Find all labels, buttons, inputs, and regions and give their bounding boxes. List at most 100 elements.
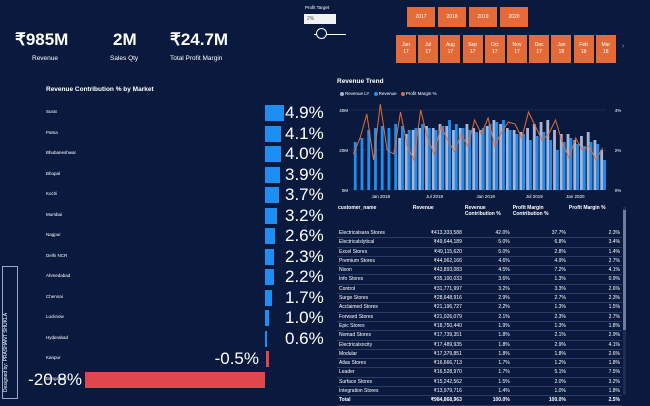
revenue-bar — [475, 132, 478, 190]
table-row[interactable]: Modular ₹17,379,851 1.8% 1.8% 2.6% — [337, 349, 622, 360]
market-bar[interactable] — [265, 310, 269, 326]
market-row[interactable]: Bhopal 3.9% — [0, 165, 335, 185]
table-cell: ₹21,026,079 — [411, 312, 464, 322]
market-bar[interactable] — [265, 166, 281, 183]
market-row[interactable]: Lucknow 1.0% — [0, 308, 335, 328]
table-row[interactable]: Electricalsocity ₹17,489,935 1.8% 2.9% 4.1% — [337, 340, 622, 350]
market-bar[interactable] — [265, 289, 272, 306]
col-customer-name[interactable]: customer_name — [338, 205, 377, 211]
market-bar[interactable] — [266, 351, 269, 367]
month-year-label: 17 — [492, 49, 498, 55]
profit-target-input[interactable]: 2% — [304, 14, 336, 24]
year-button-2019[interactable]: 2019 — [469, 7, 497, 27]
month-button[interactable]: Dec 17 — [529, 35, 550, 63]
month-button[interactable]: Jun 17 — [396, 35, 416, 63]
revenue-bar — [522, 134, 526, 190]
revenue-bar — [434, 130, 438, 190]
market-row[interactable]: Surat 4.9% — [0, 103, 335, 123]
table-cell: 1.7% — [463, 367, 512, 378]
table-row[interactable]: Integration Stores ₹13,979,716 1.4% 1.0% 1.8… — [337, 386, 622, 397]
month-label: Oct — [490, 42, 499, 48]
market-row[interactable]: Nagpur 2.6% — [0, 226, 335, 246]
market-value-label: 1.7% — [285, 287, 324, 307]
market-bar[interactable] — [265, 187, 280, 203]
table-cell: ₹15,242,562 — [411, 377, 464, 388]
revenue-ly-bar — [411, 130, 415, 190]
market-name: Lucknow — [46, 314, 64, 319]
table-cell: Surface Stores — [337, 377, 412, 388]
y-tick-label: 40M — [339, 108, 348, 113]
table-row[interactable]: Acclaimed Stores ₹21,196,727 2.2% 1.3% 1.5% — [337, 302, 622, 313]
table-row[interactable]: Excel Stores ₹49,115,620 5.0% 2.8% 1.4% — [337, 247, 622, 257]
table-row[interactable]: Forward Stores ₹21,026,079 2.1% 2.3% 2.7% — [337, 312, 622, 322]
table-cell: 6.8% — [511, 237, 568, 248]
chevron-right-icon[interactable]: › — [622, 43, 625, 50]
table-row[interactable]: Info Stores ₹35,100,033 3.6% 1.3% 0.9% — [337, 274, 622, 285]
market-bar[interactable] — [265, 269, 274, 285]
month-button[interactable]: Jul 17 — [418, 35, 439, 63]
profit-target-slider-track[interactable] — [314, 34, 346, 35]
market-row[interactable]: Hyderabad 0.6% — [0, 329, 335, 349]
col-profit-margin[interactable]: Profit Margin % — [568, 205, 606, 211]
revenue-bar — [508, 130, 512, 190]
table-row[interactable]: Premium Stores ₹44,962,166 4.6% 4.9% 2.7% — [337, 256, 622, 267]
market-value-label: 2.3% — [285, 246, 324, 266]
market-row[interactable]: Chennai 1.7% — [0, 288, 335, 308]
month-button[interactable]: Sep 17 — [462, 35, 483, 63]
table-row[interactable]: Nixon ₹43,893,083 4.5% 7.2% 4.1% — [337, 265, 622, 276]
year-button-2020[interactable]: 2020 — [500, 7, 528, 27]
table-row[interactable]: Atlas Stores ₹16,666,713 1.7% 1.2% 1.8% — [337, 358, 622, 369]
market-bar[interactable] — [265, 330, 268, 347]
market-row[interactable]: Patna 4.1% — [0, 124, 335, 144]
total-cell: ₹984,868,963 — [411, 395, 464, 406]
market-row[interactable]: Bengaluru -20.8% — [0, 370, 335, 390]
col-revenue[interactable]: Revenue — [412, 205, 434, 211]
revenue-ly-bar — [566, 134, 570, 190]
table-cell: 2.3% — [567, 293, 622, 304]
market-bar[interactable] — [265, 248, 274, 265]
market-bar[interactable] — [265, 146, 281, 162]
market-bar[interactable] — [265, 228, 276, 244]
designer-credit: Designed by: PRASHANT SHUKLA — [3, 312, 9, 392]
month-button[interactable]: Feb 18 — [573, 35, 594, 63]
month-button[interactable]: Nov 17 — [507, 35, 527, 63]
table-row[interactable]: Electricalsara Stores ₹413,333,588 42.0% 37… — [337, 229, 622, 239]
market-row[interactable]: Bhubaneshwar 4.0% — [0, 144, 335, 164]
month-year-label: 18 — [603, 49, 609, 55]
month-button[interactable]: Aug 17 — [440, 35, 461, 63]
table-row[interactable]: Electricalslytical ₹49,644,189 5.0% 6.8% 3.4… — [337, 237, 622, 248]
market-bar[interactable] — [265, 207, 278, 224]
year-button-2017[interactable]: 2017 — [407, 7, 435, 27]
market-bar[interactable] — [265, 105, 284, 121]
table-scroll-thumb[interactable] — [623, 210, 626, 330]
market-row[interactable]: Delhi NCR 2.3% — [0, 247, 335, 267]
year-button-2018[interactable]: 2018 — [438, 7, 466, 27]
table-cell: 2.6% — [567, 284, 622, 295]
x-tick-label: Jul 2018 — [426, 194, 444, 199]
market-row[interactable]: Mumbai 3.2% — [0, 206, 335, 226]
col-revenue-contribution[interactable]: Revenue Contribution % — [464, 205, 501, 217]
table-row[interactable]: Epic Stores ₹18,750,440 1.9% 1.3% 1.8% — [337, 321, 622, 332]
table-row[interactable]: Surge Stores ₹28,648,916 2.9% 2.7% 2.3% — [337, 293, 622, 304]
table-row[interactable]: Surface Stores ₹15,242,562 1.5% 2.0% 3.2% — [337, 377, 622, 388]
table-cell: 2.1% — [463, 312, 512, 322]
month-button[interactable]: Jan 18 — [551, 35, 572, 63]
profit-target-slider-handle[interactable] — [316, 28, 327, 39]
revenue-bar — [468, 130, 472, 190]
market-row[interactable]: Kochi 3.7% — [0, 185, 335, 205]
table-row[interactable]: Control ₹31,771,997 3.2% 3.3% 2.6% — [337, 284, 622, 295]
month-button[interactable]: Mar 18 — [595, 35, 616, 63]
table-row[interactable]: Leader ₹16,528,970 1.7% 5.1% 7.5% — [337, 367, 622, 378]
table-cell: 1.5% — [567, 302, 622, 313]
market-row[interactable]: Kanpur -0.5% — [0, 349, 335, 369]
table-cell: 2.1% — [511, 330, 568, 341]
col-profit-margin-contribution[interactable]: Profit Margin Contribution % — [512, 205, 549, 217]
market-bar[interactable] — [265, 125, 281, 142]
market-bar[interactable] — [85, 371, 265, 388]
table-row[interactable]: Nomad Stores ₹17,739,351 1.8% 2.1% 2.9% — [337, 330, 622, 341]
table-cell: 2.0% — [511, 377, 568, 388]
table-cell: ₹18,750,440 — [411, 321, 464, 332]
month-button[interactable]: Oct 17 — [484, 35, 505, 63]
table-cell: 2.2% — [463, 302, 512, 313]
market-row[interactable]: Ahmedabad 2.2% — [0, 267, 335, 287]
